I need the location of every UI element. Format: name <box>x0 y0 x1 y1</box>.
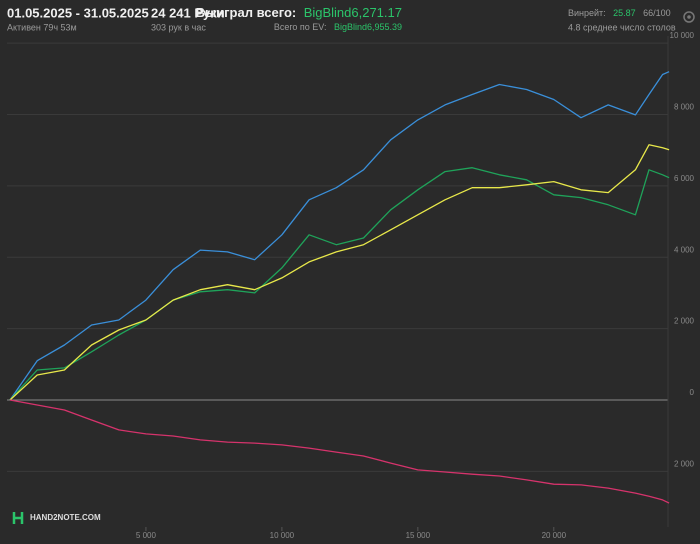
series-line <box>9 71 670 401</box>
series-line <box>9 399 670 504</box>
ev-total: Всего по EV: BigBlind6,955.39 <box>274 19 402 36</box>
active-time: Активен 79ч 53м <box>7 22 77 32</box>
winrate: Винрейт: 25.87 66/100 <box>568 5 671 22</box>
y-tick-label: 6 000 <box>674 174 695 183</box>
x-tick-label: 5 000 <box>136 531 157 540</box>
y-tick-label: 2 000 <box>674 459 695 468</box>
x-tick-label: 20 000 <box>542 531 567 540</box>
x-tick-label: 10 000 <box>270 531 295 540</box>
y-tick-label: 0 <box>690 388 695 397</box>
winrate-rest: 66/100 <box>643 8 671 18</box>
hands-per-hour: 303 рук в час <box>151 22 206 32</box>
y-tick-label: 4 000 <box>674 245 695 254</box>
ev-label: Всего по EV: <box>274 22 327 32</box>
series-line <box>9 167 670 401</box>
logo-icon <box>12 512 24 524</box>
winrate-value: 25.87 <box>613 8 636 18</box>
ev-value: BigBlind6,955.39 <box>334 22 402 32</box>
settings-icon[interactable] <box>683 11 695 23</box>
x-tick-label: 15 000 <box>406 531 431 540</box>
gear[interactable] <box>683 11 695 23</box>
hands: 24 241 Руки <box>151 5 225 20</box>
winrate-label: Винрейт: <box>568 8 606 18</box>
gear-center[interactable] <box>687 15 691 19</box>
won-label: Выиграл всего: <box>196 5 297 20</box>
logo-text: HAND2NOTE.COM <box>30 513 101 522</box>
won-value: BigBlind6,271.17 <box>304 5 402 20</box>
y-tick-label: 2 000 <box>674 317 695 326</box>
series-line <box>9 144 670 401</box>
date-range: 01.05.2025 - 31.05.2025 <box>7 5 149 20</box>
y-tick-label: 8 000 <box>674 103 695 112</box>
avg-tables: 4.8 среднее число столов <box>568 22 676 32</box>
won-total: Выиграл всего: BigBlind6,271.17 <box>196 5 402 22</box>
y-tick-label: 10 000 <box>670 31 695 40</box>
logo: HAND2NOTE.COM <box>12 512 101 524</box>
plot: 2 000 0 2 000 4 000 6 000 8 000 10 000 5 000 10 … <box>7 31 695 540</box>
